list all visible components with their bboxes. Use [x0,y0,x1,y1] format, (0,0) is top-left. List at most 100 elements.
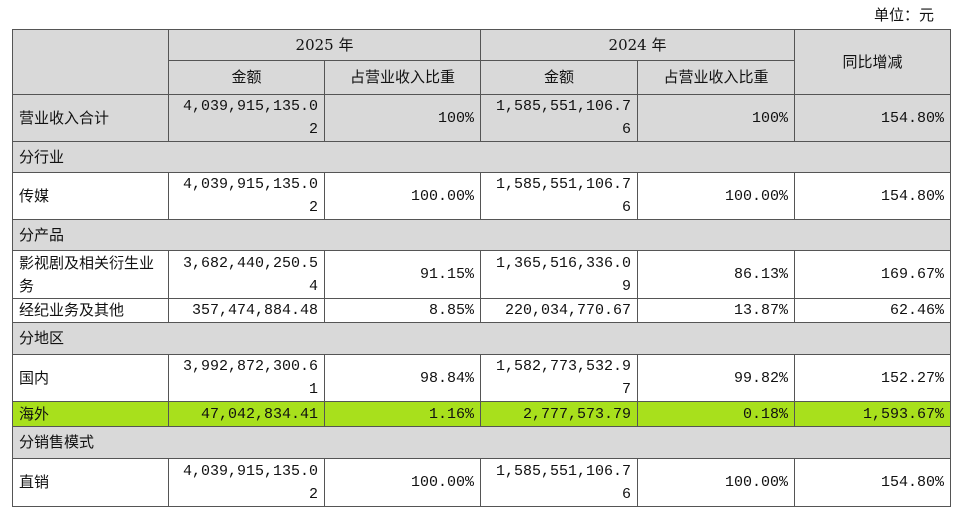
row-label: 国内 [19,368,50,387]
value-cell: 1,585,551,106.76 [480,94,639,142]
section-cell: 分产品 [11,219,952,251]
value-cell: 1,593.67% [794,401,952,427]
header-text: 2024 年 [608,35,667,54]
cell-value: 0.18% [743,405,789,423]
cell-value: 98.84% [420,369,475,387]
header-text: 同比增减 [842,52,903,71]
value-cell: 4,039,915,135.02 [168,458,325,507]
header-row: 2025 年 2024 年 同比增减 [12,29,952,95]
cell-value: 154.80% [881,187,945,205]
value-cell: 357,474,884.48 [168,298,325,323]
section-cell: 分销售模式 [11,426,952,459]
header-cell: 占营业收入比重 [637,60,796,95]
cell-value: 1,585,551,106.76 [496,462,632,503]
header-text: 占营业收入比重 [350,68,456,86]
cell-value: 1,593.67% [863,405,945,423]
cell-value: 99.82% [734,369,789,387]
header-text: 占营业收入比重 [663,68,769,86]
cell-value: 91.15% [420,266,475,283]
value-cell: 1,585,551,106.76 [480,458,639,507]
value-cell: 1,582,773,532.97 [480,354,639,402]
table-row: 海外 47,042,834.41 1.16% 2,777,573.79 0.18% 1,5… [12,401,952,427]
value-cell: 1,585,551,106.76 [480,172,639,220]
value-cell: 2,777,573.79 [480,401,639,427]
value-cell: 100.00% [323,458,482,507]
table-row: 传媒 4,039,915,135.02 100.00% 1,585,551,106.7… [12,172,952,220]
cell-value: 100% [752,109,789,127]
cell-value: 154.80% [881,474,945,491]
value-cell: 100% [637,94,796,142]
value-cell: 1.16% [323,401,482,427]
value-cell: 91.15% [323,250,482,299]
row-label: 直销 [19,473,50,491]
cell-value: 1,585,551,106.76 [496,98,632,138]
section-label: 分销售模式 [19,433,95,451]
cell-value: 4,039,915,135.02 [182,462,319,503]
cell-value: 62.46% [890,302,945,319]
header-cell: 同比增减 [794,29,952,95]
table-row: 经纪业务及其他 357,474,884.48 8.85% 220,034,770.67… [12,298,952,323]
cell-value: 152.27% [881,369,945,387]
cell-value: 220,034,770.67 [504,302,632,319]
header-text: 2025 年 [295,35,354,54]
cell-value: 13.87% [734,302,789,319]
cell-value: 1,582,773,532.97 [496,358,632,398]
value-cell: 169.67% [794,250,952,299]
value-cell: 154.80% [794,172,952,220]
value-cell: 99.82% [637,354,796,402]
cell-value: 1,585,551,106.76 [496,176,632,216]
section-cell: 分行业 [11,141,952,173]
row-label-cell: 传媒 [12,172,169,220]
row-label: 传媒 [19,186,50,205]
header-cell: 占营业收入比重 [323,60,482,95]
cell-value: 3,992,872,300.61 [182,358,319,398]
header-row: 金额 占营业收入比重 金额 占营业收入比重 [13,60,951,95]
value-cell: 86.13% [637,250,796,299]
value-cell: 100.00% [323,172,482,220]
row-label-cell: 国内 [12,354,169,402]
table-row: 分产品 [11,219,952,251]
row-label-cell: 海外 [12,401,169,427]
cell-value: 100.00% [411,187,475,205]
row-label: 经纪业务及其他 [19,301,125,319]
cell-value: 154.80% [881,109,945,127]
cell-value: 2,777,573.79 [522,405,632,423]
cell-value: 1,365,516,336.09 [496,254,632,295]
header-text: 金额 [231,68,262,86]
header-cell: 2024 年 [480,29,796,61]
cell-value: 100.00% [725,187,789,205]
cell-value: 169.67% [881,266,945,283]
value-cell: 152.27% [794,354,952,402]
unit-label: 单位：元 [873,6,934,24]
row-label: 海外 [19,404,50,423]
table-row: 分行业 [11,141,952,173]
cell-value: 8.85% [429,302,475,319]
value-cell: 220,034,770.67 [480,298,639,323]
table-row: 影视剧及相关衍生业务 3,682,440,250.54 91.15% 1,365,51… [12,250,952,299]
value-cell: 154.80% [794,94,952,142]
value-cell: 3,992,872,300.61 [168,354,325,402]
value-cell: 154.80% [794,458,952,507]
header-cell: 金额 [480,60,639,95]
row-label-cell: 营业收入合计 [12,94,169,142]
value-cell: 8.85% [323,298,482,323]
row-label-cell: 影视剧及相关衍生业务 [12,250,169,299]
cell-value: 357,474,884.48 [191,302,318,319]
value-cell: 62.46% [794,298,952,323]
cell-value: 4,039,915,135.02 [182,176,319,216]
revenue-table: 2025 年 2024 年 同比增减 金额 占营业收入比重 金额 占营业收入比重… [11,29,952,507]
table-row: 分地区 [11,322,952,355]
section-label: 分行业 [19,147,65,166]
value-cell: 98.84% [323,354,482,402]
table-row: 国内 3,992,872,300.61 98.84% 1,582,773,532.97… [12,354,952,402]
header-cell: 2025 年 [167,29,482,61]
value-cell: 3,682,440,250.54 [168,250,325,299]
value-cell: 1,365,516,336.09 [480,250,639,299]
header-cell: 金额 [168,60,325,95]
cell-value: 100% [438,109,475,127]
cell-value: 100.00% [725,474,789,491]
cell-value: 86.13% [734,266,789,283]
cell-value: 47,042,834.41 [200,405,318,423]
